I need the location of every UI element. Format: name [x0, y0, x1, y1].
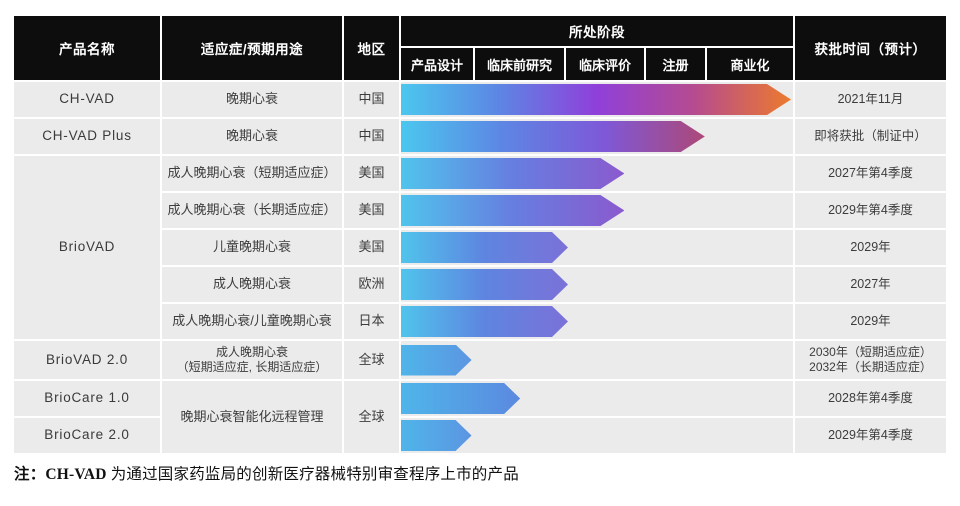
- stage-bar-cell: [401, 156, 793, 191]
- approval-time: 2029年第4季度: [795, 193, 946, 228]
- stage-progress-bar: [401, 383, 520, 414]
- col-header-approval: 获批时间（预计）: [795, 16, 946, 80]
- approval-time: 2029年第4季度: [795, 418, 946, 453]
- footnote-prefix: 注：: [14, 466, 46, 483]
- approval-time: 2028年第4季度: [795, 381, 946, 416]
- region: 欧洲: [344, 267, 399, 302]
- pipeline-table: 产品名称 适应症/预期用途 地区 所处阶段 产品设计 临床前研究 临床评价 注册…: [14, 16, 946, 453]
- stage-progress-bar: [401, 232, 568, 263]
- product-name: CH-VAD: [14, 82, 160, 117]
- stage-subheader-row: 产品设计 临床前研究 临床评价 注册 商业化: [401, 48, 793, 80]
- col-header-indication: 适应症/预期用途: [162, 16, 342, 80]
- approval-line1: 2030年（短期适应症）: [809, 345, 932, 359]
- approval-time: 2029年: [795, 230, 946, 265]
- region: 中国: [344, 119, 399, 154]
- footnote: 注：CH-VAD 为通过国家药监局的创新医疗器械特别审查程序上市的产品: [14, 462, 960, 484]
- indication: 成人晚期心衰（短期适应症）: [162, 156, 342, 191]
- stage-group-label: 所处阶段: [401, 16, 793, 46]
- product-name: BrioCare 2.0: [14, 418, 160, 453]
- indication: 成人晚期心衰: [162, 267, 342, 302]
- approval-time: 2027年: [795, 267, 946, 302]
- region: 美国: [344, 230, 399, 265]
- stage-bar-cell: [401, 418, 793, 453]
- region: 美国: [344, 193, 399, 228]
- stage-progress-bar: [401, 420, 472, 451]
- stage-bar-cell: [401, 119, 793, 154]
- stage-progress-bar: [401, 306, 568, 337]
- indication-line2: （短期适应症, 长期适应症）: [176, 360, 328, 374]
- footnote-text: 为通过国家药监局的创新医疗器械特别审查程序上市的产品: [110, 466, 519, 483]
- stage-bar-cell: [401, 230, 793, 265]
- stage-progress-bar: [401, 345, 472, 376]
- stage-progress-bar: [401, 269, 568, 300]
- col-header-stage-group: 所处阶段 产品设计 临床前研究 临床评价 注册 商业化: [401, 16, 793, 80]
- stage-progress-bar: [401, 195, 624, 226]
- indication-line1: 成人晚期心衰: [215, 345, 288, 359]
- indication: 成人晚期心衰/儿童晚期心衰: [162, 304, 342, 339]
- col-header-region: 地区: [344, 16, 399, 80]
- page: 产品名称 适应症/预期用途 地区 所处阶段 产品设计 临床前研究 临床评价 注册…: [14, 16, 960, 484]
- product-name: BrioCare 1.0: [14, 381, 160, 416]
- approval-time: 2027年第4季度: [795, 156, 946, 191]
- region: 中国: [344, 82, 399, 117]
- region: 日本: [344, 304, 399, 339]
- product-name: BrioVAD 2.0: [14, 341, 160, 379]
- product-name-merged: BrioVAD: [14, 156, 160, 339]
- stage-bar-cell: [401, 193, 793, 228]
- indication: 成人晚期心衰（长期适应症）: [162, 193, 342, 228]
- approval-line2: 2032年（长期适应症）: [809, 360, 932, 374]
- stage-header-design: 产品设计: [401, 48, 473, 80]
- approval-time: 即将获批（制证中）: [795, 119, 946, 154]
- indication: 晚期心衰: [162, 119, 342, 154]
- footnote-product: CH-VAD: [45, 466, 111, 483]
- indication-merged: 晚期心衰智能化远程管理: [162, 381, 342, 453]
- stage-progress-bar: [401, 121, 705, 152]
- stage-header-preclinical: 临床前研究: [475, 48, 564, 80]
- indication: 儿童晚期心衰: [162, 230, 342, 265]
- stage-bar-cell: [401, 341, 793, 379]
- region: 全球: [344, 341, 399, 379]
- stage-bar-cell: [401, 381, 793, 416]
- stage-progress-bar: [401, 84, 791, 115]
- stage-header-clinical: 临床评价: [566, 48, 644, 80]
- col-header-product: 产品名称: [14, 16, 160, 80]
- stage-bar-cell: [401, 267, 793, 302]
- stage-header-registration: 注册: [646, 48, 705, 80]
- indication: 成人晚期心衰 （短期适应症, 长期适应症）: [162, 341, 342, 379]
- stage-bar-cell: [401, 304, 793, 339]
- region: 美国: [344, 156, 399, 191]
- stage-progress-bar: [401, 158, 624, 189]
- region-merged: 全球: [344, 381, 399, 453]
- approval-time: 2029年: [795, 304, 946, 339]
- indication: 晚期心衰: [162, 82, 342, 117]
- product-name: CH-VAD Plus: [14, 119, 160, 154]
- approval-time: 2021年11月: [795, 82, 946, 117]
- approval-time: 2030年（短期适应症） 2032年（长期适应症）: [795, 341, 946, 379]
- stage-bar-cell: [401, 82, 793, 117]
- stage-header-commercial: 商业化: [707, 48, 793, 80]
